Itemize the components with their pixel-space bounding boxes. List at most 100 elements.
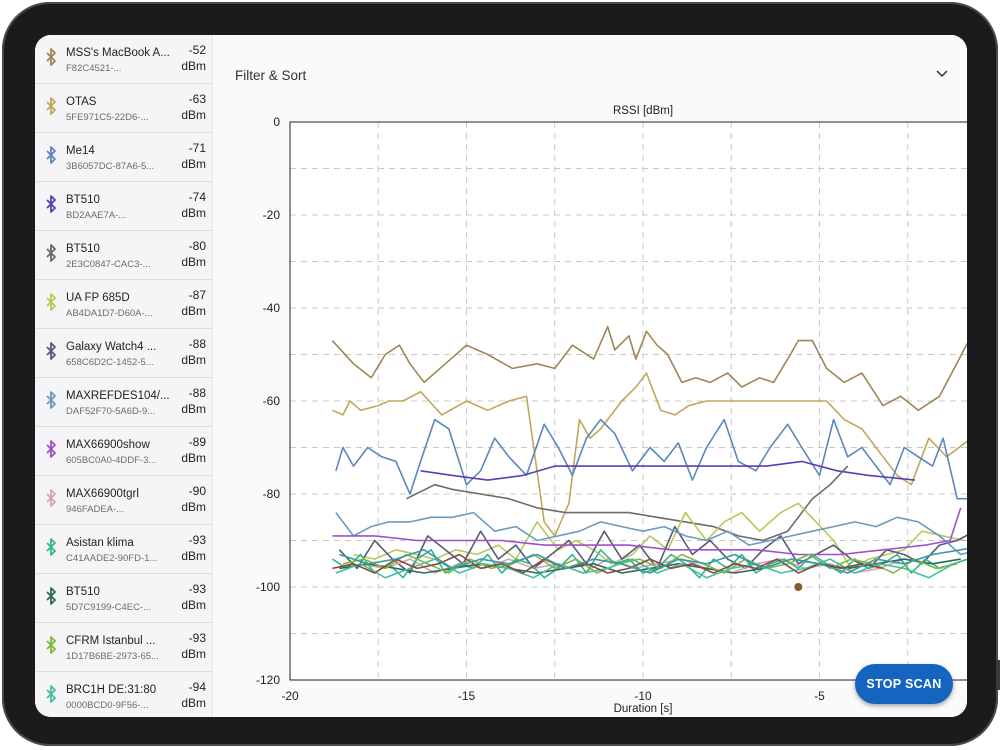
series-line [342, 553, 958, 574]
device-id: 658C6D2C-1452-5... [66, 357, 154, 368]
x-tick-label: -20 [281, 689, 299, 703]
device-name: BT510 [66, 194, 100, 206]
series-line [332, 553, 884, 574]
device-rssi: -80 [188, 239, 206, 253]
device-list-item[interactable]: UA FP 685D AB4DA1D7-D60A-... -87 dBm [35, 280, 212, 329]
device-id: DAF52F70-5A6D-9... [66, 406, 156, 417]
device-rssi-unit: dBm [181, 157, 206, 171]
bluetooth-icon [46, 195, 56, 213]
device-name: MAX66900show [66, 439, 150, 451]
device-rssi: -88 [188, 337, 206, 351]
series-line [339, 547, 967, 574]
device-rssi-unit: dBm [181, 108, 206, 122]
device-rssi-unit: dBm [181, 59, 206, 73]
device-rssi-unit: dBm [181, 304, 206, 318]
device-id: 5FE971C5-22D6-... [66, 112, 149, 123]
device-rssi: -63 [188, 92, 206, 106]
y-tick-label: -100 [256, 580, 280, 594]
y-tick-label: -80 [263, 487, 281, 501]
x-tick-label: -15 [458, 689, 476, 703]
device-id: 0000BCD0-9F56-... [66, 700, 149, 711]
series-line [335, 418, 967, 500]
device-list-item[interactable]: BRC1H DE:31:80 0000BCD0-9F56-... -94 dBm [35, 672, 212, 717]
filter-sort-bar[interactable]: Filter & Sort [214, 35, 967, 95]
device-rssi-unit: dBm [181, 206, 206, 220]
bluetooth-icon [46, 244, 56, 262]
device-rssi: -52 [188, 43, 206, 57]
volume-button[interactable] [996, 660, 1000, 690]
plot-border [289, 121, 967, 681]
device-rssi-unit: dBm [181, 451, 206, 465]
device-rssi-unit: dBm [181, 402, 206, 416]
device-list-item[interactable]: Me14 3B6057DC-87A6-5... -71 dBm [35, 133, 212, 182]
device-rssi: -93 [188, 631, 206, 645]
device-list-item[interactable]: Asistan klima C41AADE2-90FD-1... -93 dBm [35, 525, 212, 574]
bluetooth-icon [46, 587, 56, 605]
rssi-chart: 0-20-40-60-80-100-120-20-15-10-50RSSI [d… [256, 105, 967, 715]
device-list-item[interactable]: BT510 2E3C0847-CAC3-... -80 dBm [35, 231, 212, 280]
device-rssi-unit: dBm [181, 647, 206, 661]
bluetooth-icon [46, 48, 56, 66]
y-tick-label: 0 [273, 115, 280, 129]
bluetooth-icon [46, 685, 56, 703]
device-name: MSS's MacBook A... [66, 47, 170, 59]
device-id: C41AADE2-90FD-1... [66, 553, 158, 564]
device-name: OTAS [66, 96, 97, 108]
main-panel: Filter & Sort 0 -20 -40 -60 -80 -100 -120 -20 -1… [214, 35, 967, 717]
device-list-item[interactable]: CFRM Istanbul ... 1D17B6BE-2973-65... -93 d… [35, 623, 212, 672]
bluetooth-icon [46, 489, 56, 507]
y-tick-label: -20 [263, 208, 281, 222]
device-name: UA FP 685D [66, 292, 130, 304]
filter-sort-title: Filter & Sort [235, 68, 307, 83]
data-marker [794, 583, 803, 591]
device-rssi-unit: dBm [181, 696, 206, 710]
device-id: F82C4521-... [66, 63, 122, 74]
series-line [332, 372, 967, 537]
device-rssi-unit: dBm [181, 549, 206, 563]
x-tick-label: -5 [814, 689, 825, 703]
series-line [332, 507, 962, 556]
bluetooth-icon [46, 293, 56, 311]
x-tick-label: -10 [634, 689, 652, 703]
device-list-item[interactable]: OTAS 5FE971C5-22D6-... -63 dBm [35, 84, 212, 133]
device-rssi: -90 [188, 484, 206, 498]
device-list-item[interactable]: MAX66900tgrl 946FADEA-... -90 dBm [35, 476, 212, 525]
y-tick-label: -40 [263, 301, 281, 315]
device-rssi: -89 [188, 435, 206, 449]
device-rssi-unit: dBm [181, 500, 206, 514]
device-rssi-unit: dBm [181, 255, 206, 269]
device-rssi: -93 [188, 533, 206, 547]
y-tick-label: -60 [263, 394, 281, 408]
bluetooth-icon [46, 97, 56, 115]
chevron-down-icon[interactable] [936, 70, 948, 78]
bluetooth-icon [46, 636, 56, 654]
device-list-item[interactable]: MSS's MacBook A... F82C4521-... -52 dBm [35, 35, 212, 84]
bluetooth-icon [46, 342, 56, 360]
device-list-item[interactable]: BT510 5D7C9199-C4EC-... -93 dBm [35, 574, 212, 623]
device-rssi: -74 [188, 190, 206, 204]
device-name: BT510 [66, 243, 100, 255]
x-axis-label: Duration [s] [614, 703, 673, 715]
series-line [335, 511, 967, 556]
bluetooth-icon [46, 146, 56, 164]
device-name: MAX66900tgrl [66, 488, 139, 500]
device-list-item[interactable]: BT510 BD2AAE7A-... -74 dBm [35, 182, 212, 231]
device-name: BRC1H DE:31:80 [66, 684, 157, 696]
device-name: Asistan klima [66, 537, 134, 549]
device-list-item[interactable]: Galaxy Watch4 ... 658C6D2C-1452-5... -88 dB… [35, 329, 212, 378]
device-list-item[interactable]: MAX66900show 605BC0A0-4DDF-3... -89 dBm [35, 427, 212, 476]
device-rssi: -88 [188, 386, 206, 400]
stop-scan-button[interactable]: STOP SCAN [855, 664, 953, 704]
device-list-item[interactable]: MAXREFDES104/... DAF52F70-5A6D-9... -88 dBm [35, 378, 212, 427]
device-name: Galaxy Watch4 ... [66, 341, 157, 353]
device-id: 946FADEA-... [66, 504, 125, 515]
device-rssi-unit: dBm [181, 598, 206, 612]
device-id: 5D7C9199-C4EC-... [66, 602, 152, 613]
device-rssi-unit: dBm [181, 353, 206, 367]
series-line [331, 325, 967, 412]
series-line [420, 460, 915, 481]
device-rssi: -71 [188, 141, 206, 155]
device-name: CFRM Istanbul ... [66, 635, 156, 647]
device-list[interactable]: MSS's MacBook A... F82C4521-... -52 dBm OTAS… [35, 35, 213, 717]
